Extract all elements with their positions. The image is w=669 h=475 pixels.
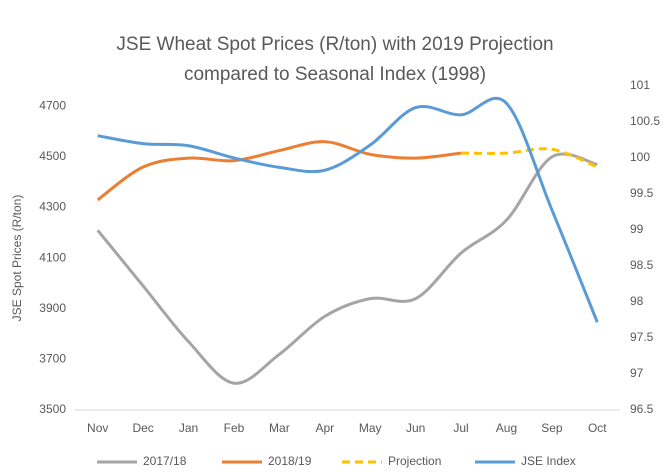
y-tick-label: 3700 xyxy=(39,352,66,366)
x-tick-label: Aug xyxy=(496,421,517,435)
x-tick-label: May xyxy=(359,421,382,435)
x-tick-label: Jul xyxy=(453,421,468,435)
x-tick-label: Mar xyxy=(269,421,290,435)
x-tick-label: Dec xyxy=(132,421,153,435)
y2-tick-label: 96.5 xyxy=(630,402,654,416)
x-tick-label: Feb xyxy=(224,421,245,435)
chart-subtitle: compared to Seasonal Index (1998) xyxy=(184,64,486,85)
y-axis-label: JSE Spot Prices (R/ton) xyxy=(10,195,24,322)
y2-tick-label: 98.5 xyxy=(630,258,654,272)
y2-tick-label: 99 xyxy=(630,222,644,236)
legend-label: Projection xyxy=(388,454,441,468)
legend-label: 2017/18 xyxy=(143,454,187,468)
legend-label: 2018/19 xyxy=(268,454,312,468)
y2-tick-label: 99.5 xyxy=(630,186,654,200)
x-tick-label: Nov xyxy=(87,421,108,435)
x-tick-label: Sep xyxy=(541,421,563,435)
chart-title: JSE Wheat Spot Prices (R/ton) with 2019 … xyxy=(116,34,553,55)
y-tick-label: 4700 xyxy=(39,98,66,112)
legend-label: JSE Index xyxy=(521,454,576,468)
y-tick-label: 3500 xyxy=(39,402,66,416)
series-line xyxy=(96,152,598,385)
x-tick-label: Jan xyxy=(179,421,198,435)
y2-tick-label: 98 xyxy=(630,294,644,308)
y2-tick-label: 97.5 xyxy=(630,330,654,344)
series-line xyxy=(97,96,599,323)
y2-tick-label: 101 xyxy=(630,78,650,92)
y2-tick-label: 100.5 xyxy=(630,114,660,128)
y2-tick-label: 97 xyxy=(630,366,644,380)
x-tick-label: Oct xyxy=(588,421,607,435)
y-tick-label: 4500 xyxy=(39,149,66,163)
y-tick-label: 4100 xyxy=(39,250,66,264)
x-tick-label: Apr xyxy=(315,421,334,435)
y-tick-label: 3900 xyxy=(39,301,66,315)
series-line xyxy=(96,140,462,202)
x-tick-label: Jun xyxy=(406,421,425,435)
y-tick-label: 4300 xyxy=(39,200,66,214)
y2-tick-label: 100 xyxy=(630,150,650,164)
